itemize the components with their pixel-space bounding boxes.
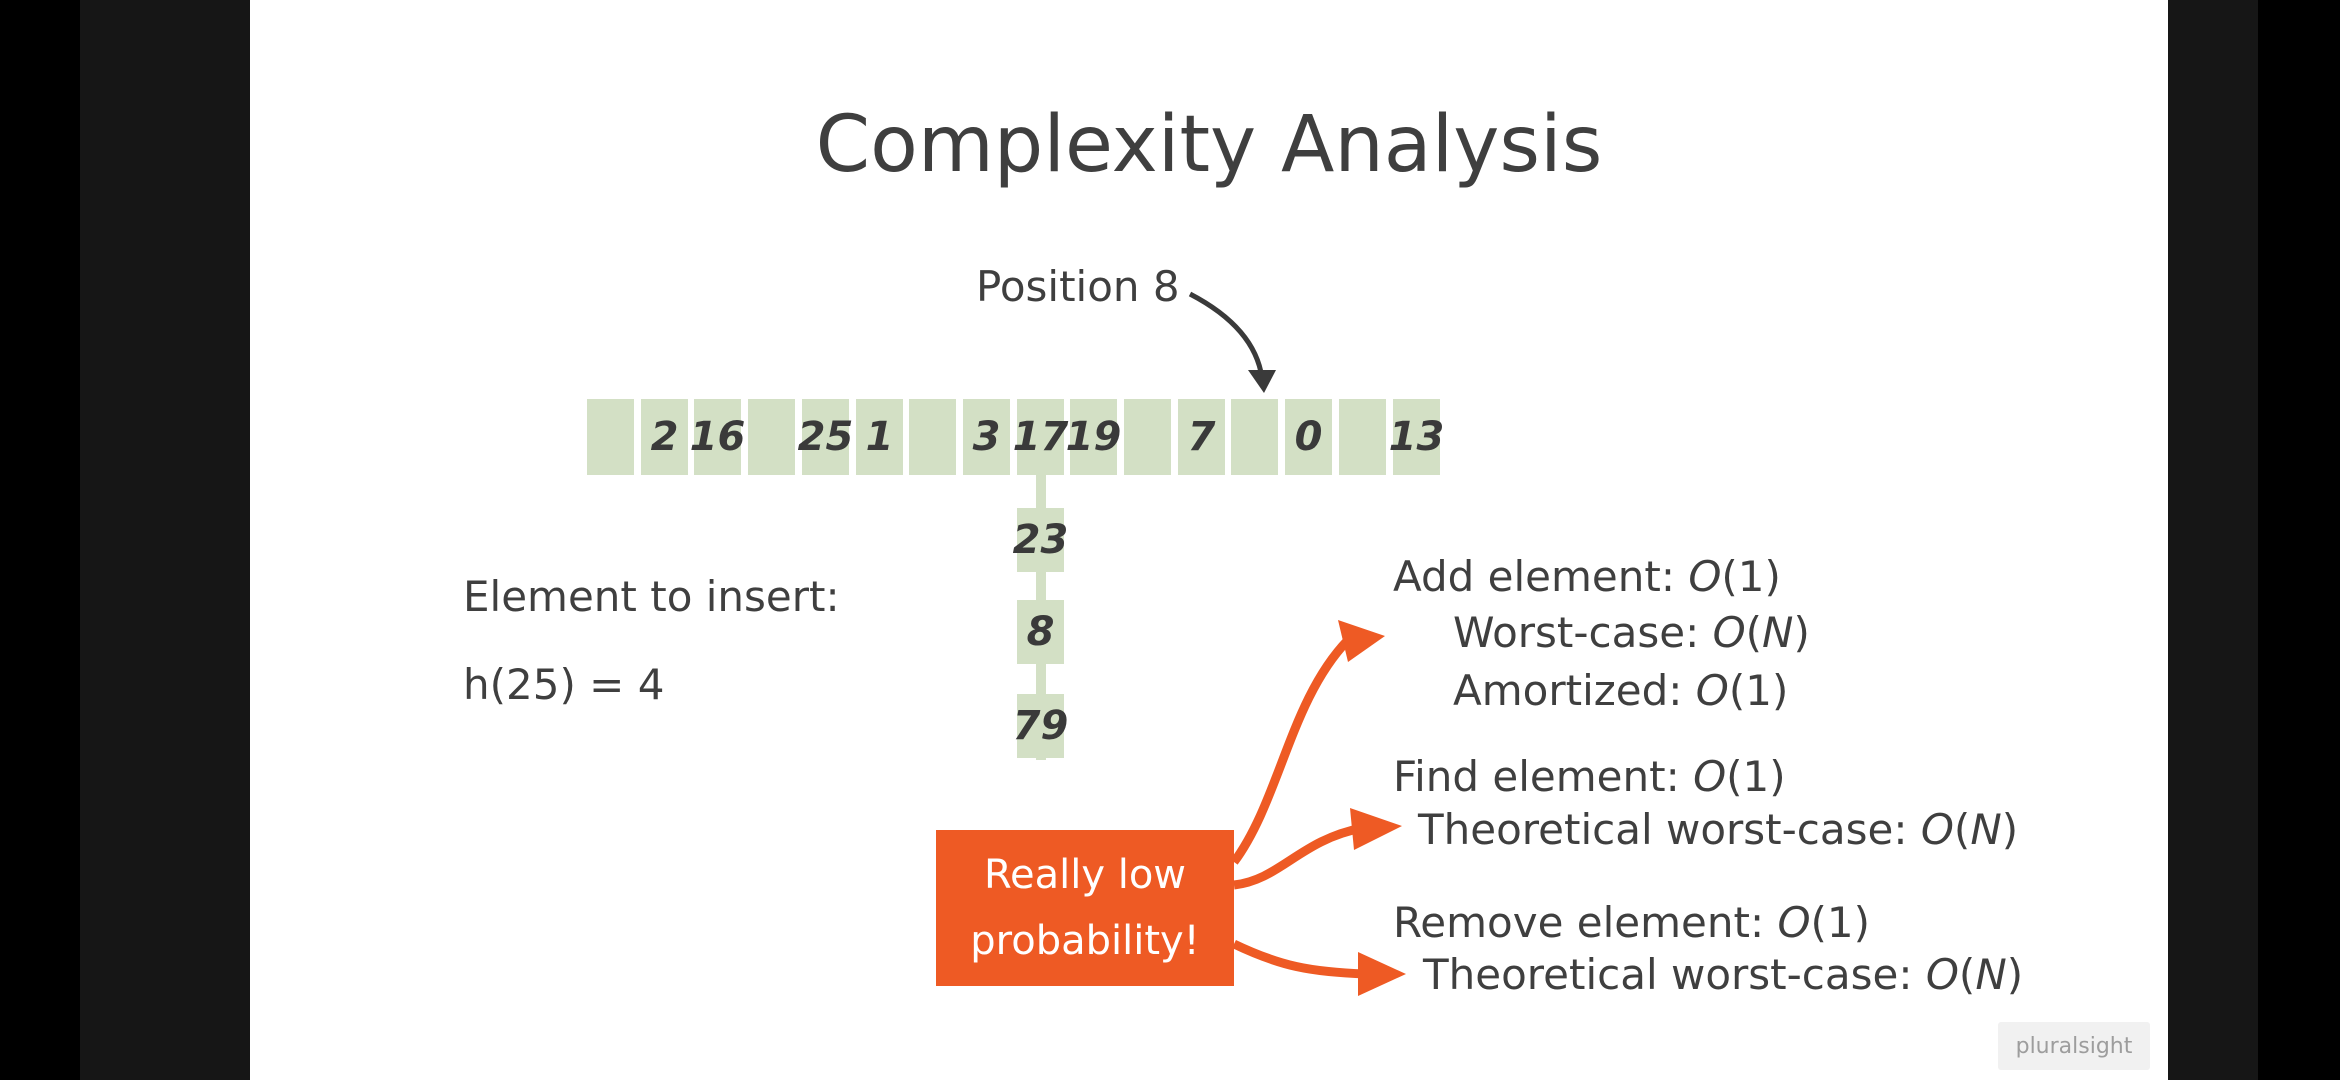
add-element-text: Add element: O(1) <box>1393 552 1781 601</box>
left-side-panel <box>80 0 250 1080</box>
array-cell: 13 <box>1389 399 1444 475</box>
remove-worst-case-text: Theoretical worst-case: O(N) <box>1423 950 2024 999</box>
right-side-panel <box>2168 0 2258 1080</box>
insert-label: Element to insert: <box>463 572 840 621</box>
array-cell: 16 <box>690 399 745 475</box>
find-arrow <box>1233 823 1363 890</box>
array-cell: 19 <box>1066 399 1121 475</box>
array-cell: 1 <box>856 399 903 475</box>
pluralsight-logo: pluralsight <box>1998 1022 2150 1070</box>
array-cell: 25 <box>798 399 853 475</box>
callout-line-2: probability! <box>970 918 1200 964</box>
remove-element-text: Remove element: O(1) <box>1393 898 1871 947</box>
array-cell <box>909 399 956 475</box>
array-cell <box>1339 399 1386 475</box>
chain-node: 8 <box>1017 600 1064 664</box>
callout-line-1: Really low <box>983 852 1187 898</box>
probability-callout: Really low probability! <box>936 830 1234 986</box>
hash-expression: h(25) = 4 <box>463 660 665 709</box>
array-cell <box>748 399 795 475</box>
chain-node: 23 <box>1013 508 1068 572</box>
array-cell: 2 <box>641 399 688 475</box>
position-arrow <box>1188 291 1265 379</box>
array-cell: 7 <box>1178 399 1225 475</box>
chain-node: 79 <box>1013 694 1068 758</box>
position-arrow-head <box>1248 370 1276 393</box>
slide-title: Complexity Analysis <box>815 100 1603 190</box>
add-arrow-head <box>1338 620 1385 662</box>
add-amortized-text: Amortized: O(1) <box>1453 666 1789 715</box>
right-letterbox <box>2258 0 2340 1080</box>
find-arrow-head <box>1350 808 1402 850</box>
array-cell: 3 <box>963 399 1010 475</box>
array-cell <box>1124 399 1171 475</box>
left-letterbox <box>0 0 80 1080</box>
array-cell <box>587 399 634 475</box>
arrow-layer <box>1188 291 1406 996</box>
add-worst-case-text: Worst-case: O(N) <box>1453 608 1810 657</box>
array-cell <box>1231 399 1278 475</box>
add-arrow <box>1230 636 1352 865</box>
array-cell: 17 <box>1013 399 1068 475</box>
position-label: Position 8 <box>976 262 1180 311</box>
array-cell: 0 <box>1285 399 1332 475</box>
find-worst-case-text: Theoretical worst-case: O(N) <box>1418 805 2019 854</box>
slide: Complexity Analysis Position 8 2 16 25 1 3 17… <box>250 0 2168 1080</box>
remove-arrow-head <box>1358 952 1406 996</box>
remove-arrow <box>1232 939 1367 979</box>
find-element-text: Find element: O(1) <box>1393 752 1786 801</box>
